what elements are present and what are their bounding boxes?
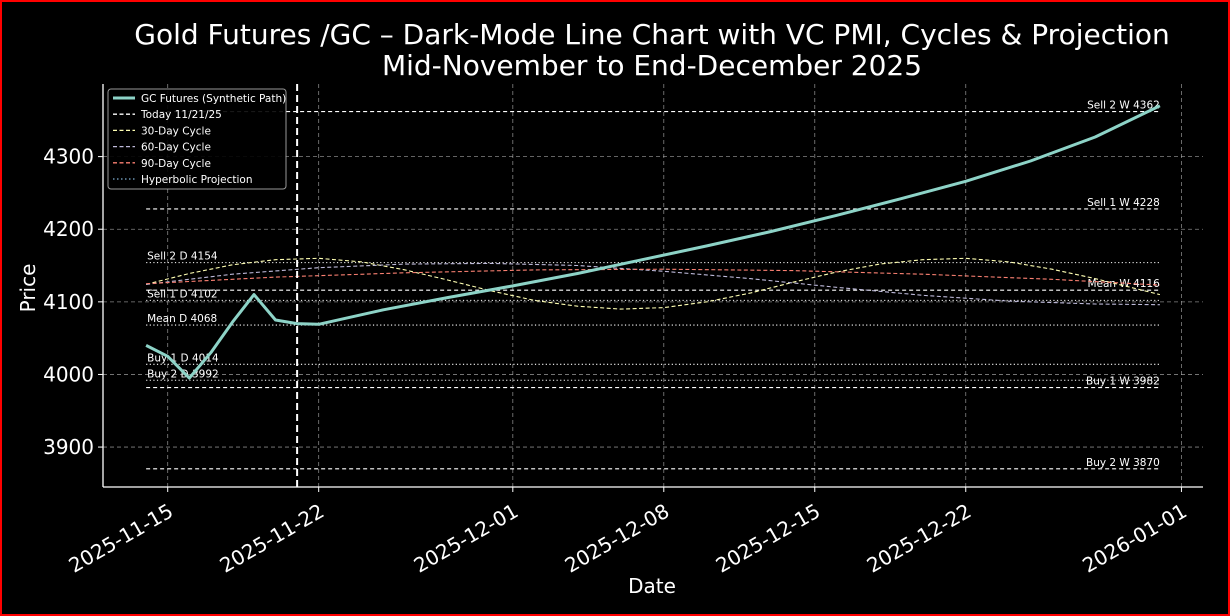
legend-label: 60-Day Cycle [141,142,211,154]
x-tick-label: 2025-12-01 [410,499,523,578]
x-tick-label: 2025-12-22 [863,499,976,578]
grid-lines [103,84,1203,487]
y-tick-label: 4000 [43,362,94,386]
y-tick-label: 4300 [43,145,94,169]
x-tick-label: 2025-11-22 [216,499,329,578]
chart-subtitle: Mid-November to End-December 2025 [382,49,922,82]
legend-label: Today 11/21/25 [140,109,222,121]
level-label: Buy 2 D 3992 [147,368,219,380]
y-axis-label: Price [16,264,40,313]
x-tick-label: 2026-01-01 [1078,499,1191,578]
x-tick-label: 2025-12-08 [561,499,674,578]
level-label: Sell 2 W 4362 [1087,100,1160,112]
legend-box [107,88,287,190]
level-label: Buy 1 W 3982 [1086,376,1160,388]
legend: GC Futures (Synthetic Path) Today 11/21/2… [107,88,287,190]
level-label: Buy 2 W 3870 [1086,457,1160,469]
level-label: Sell 2 D 4154 [147,251,218,263]
pmi-levels: Sell 2 W 4362 Sell 1 W 4228 Mean W 4116 Buy… [146,100,1160,470]
series-line-gc-futures-synthetic-path- [145,293,319,380]
y-tick-label: 4200 [43,217,94,241]
axes [102,84,1203,488]
series-line-30-day-cycle [145,257,1161,310]
legend-label: GC Futures (Synthetic Path) [141,93,286,105]
level-label: Mean W 4116 [1087,278,1160,290]
x-tick-label: 2025-12-15 [712,499,825,578]
series-line-hyperbolic-projection [318,104,1161,326]
x-axis-label: Date [628,574,676,598]
level-label: Sell 1 D 4102 [147,288,217,300]
y-tick-label: 4100 [43,290,94,314]
legend-label: 90-Day Cycle [141,158,211,170]
level-label: Mean D 4068 [147,313,217,325]
series-lines [145,104,1161,380]
y-tick-label: 3900 [43,435,94,459]
legend-label: 30-Day Cycle [141,125,211,137]
series-line-60-day-cycle [146,262,1160,306]
level-label: Sell 1 W 4228 [1087,197,1160,209]
x-tick-label: 2025-11-15 [65,499,178,578]
legend-label: Hyperbolic Projection [141,174,253,186]
series-line-90-day-cycle [146,268,1160,286]
chart-title: Gold Futures /GC – Dark-Mode Line Chart … [134,18,1169,51]
